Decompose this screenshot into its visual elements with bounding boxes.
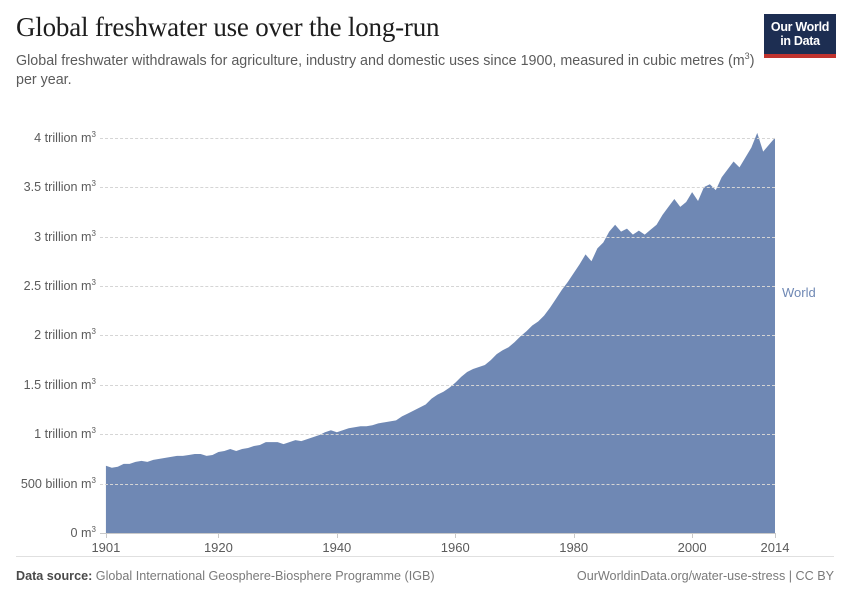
gridline [100, 434, 775, 436]
data-source: Data source: Global International Geosph… [16, 569, 435, 583]
logo-line-2: in Data [780, 34, 820, 48]
data-source-label: Data source: [16, 569, 93, 583]
subtitle-superscript: 3 [744, 51, 750, 62]
area-series-svg [105, 132, 775, 533]
series-label-world[interactable]: World [782, 284, 816, 300]
page-title: Global freshwater use over the long-run [16, 12, 440, 42]
gridline [100, 187, 775, 189]
x-axis-tick-mark [455, 533, 457, 538]
x-axis-tick-label: 1980 [559, 540, 589, 555]
our-world-in-data-logo[interactable]: Our World in Data [764, 14, 836, 58]
world-area-path [105, 132, 775, 533]
y-axis-baseline [100, 533, 775, 534]
x-axis-tick-label: 1901 [91, 540, 121, 555]
x-axis-tick-label: 2014 [760, 540, 790, 555]
y-axis-tick-label: 2.5 trillion m3 [23, 277, 96, 293]
x-axis-tick-mark [775, 533, 776, 538]
y-axis-tick-label: 4 trillion m3 [34, 129, 96, 145]
y-axis-tick-label: 1.5 trillion m3 [23, 376, 96, 392]
x-axis-tick-label: 1920 [203, 540, 233, 555]
x-axis-tick-mark [573, 533, 575, 538]
chart-footer: Data source: Global International Geosph… [0, 556, 850, 600]
y-axis-tick-label: 0 m3 [70, 524, 96, 540]
x-axis-tick-mark [692, 533, 694, 538]
logo-line-1: Our World [770, 20, 830, 34]
x-axis-tick-label: 1960 [440, 540, 470, 555]
y-axis-tick-label: 3 trillion m3 [34, 228, 96, 244]
credit-license[interactable]: OurWorldinData.org/water-use-stress | CC… [576, 569, 834, 583]
subtitle-text-a: Global freshwater withdrawals for agricu… [16, 53, 745, 69]
y-axis-tick-label: 1 trillion m3 [34, 426, 96, 442]
gridline [100, 137, 775, 139]
chart-header: Global freshwater use over the long-run … [0, 0, 850, 96]
x-axis-tick-mark [218, 533, 220, 538]
chart-plot-wrapper: World 4 trillion m3 3.5 trillion m3 3 tril… [0, 96, 850, 556]
gridline [100, 384, 775, 386]
chart-subtitle: Global freshwater withdrawals for agricu… [16, 52, 761, 90]
x-axis-tick-mark [336, 533, 338, 538]
gridline [100, 285, 775, 287]
gridline [100, 335, 775, 337]
x-axis-tick-mark [105, 533, 107, 538]
x-axis-tick-label: 2000 [677, 540, 707, 555]
gridline [100, 483, 775, 485]
footer-divider [16, 556, 834, 557]
gridline [100, 236, 775, 238]
x-axis-tick-label: 1940 [322, 540, 352, 555]
y-axis-tick-label: 2 trillion m3 [34, 327, 96, 343]
y-axis-tick-label: 3.5 trillion m3 [23, 178, 96, 195]
y-axis-tick-label: 500 billion m3 [20, 475, 96, 491]
plot-area[interactable] [100, 118, 775, 534]
subtitle-text-b: ) per year. [16, 53, 755, 88]
data-source-value: Global International Geosphere-Biosphere… [95, 569, 435, 583]
